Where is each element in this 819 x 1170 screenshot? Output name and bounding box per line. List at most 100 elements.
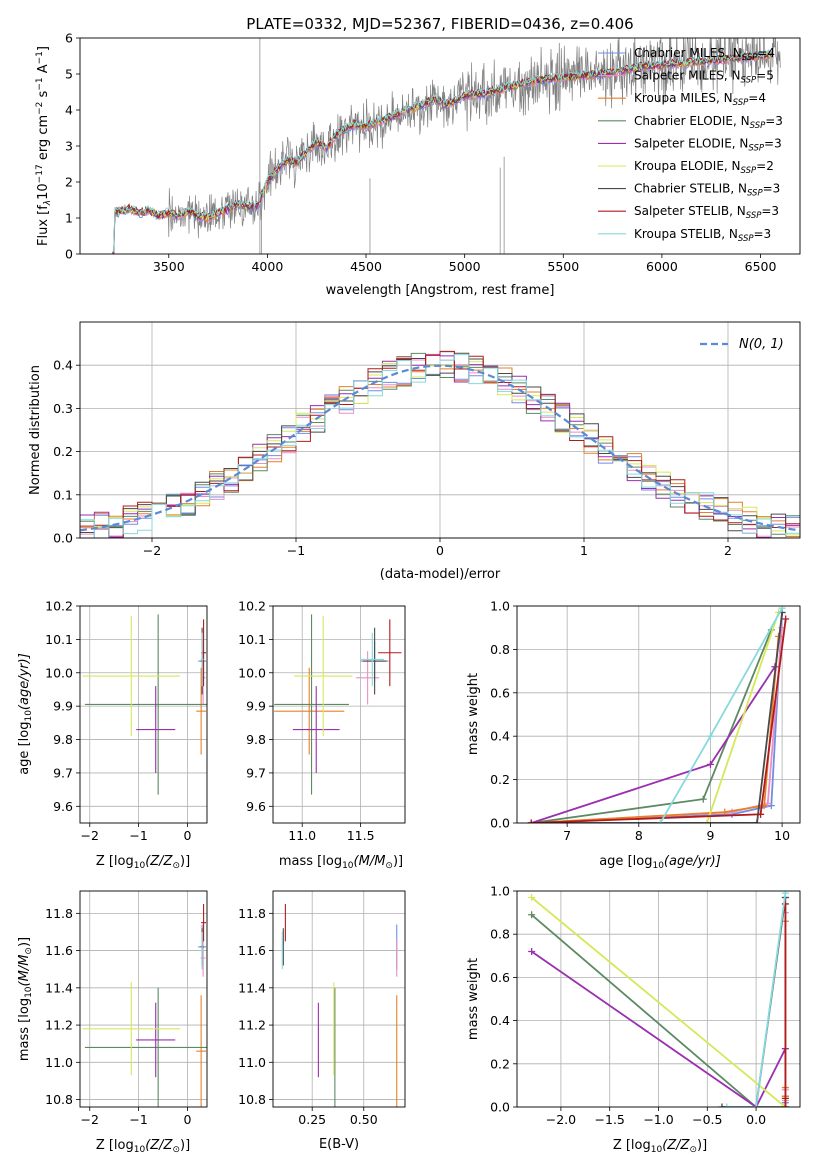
- massweight_vs_age-marker-sstelib-2: [782, 615, 790, 623]
- massweight_vs_age-marker-kelodie-0: [703, 819, 711, 823]
- mass_vs_ebv-ytick-label-0: 10.8: [238, 1092, 266, 1107]
- massweight_vs_age-frame: [516, 605, 801, 824]
- mass_vs_ebv-plot-area: [281, 904, 398, 1107]
- massweight_vs_Z-line-cstelib: [721, 897, 787, 1107]
- massweight_vs_age-ytick-label-5: 1.0: [490, 599, 510, 614]
- residuals-xtick-label-0: −2: [143, 543, 161, 558]
- residuals-hist-sstelib: [80, 350, 800, 538]
- massweight_vs_Z-xtick-label-2: −1.0: [643, 1112, 673, 1127]
- residuals-ytick-label-0: 0.0: [53, 531, 73, 546]
- spectrum-panel: 3500 4000 4500 5000 5500 6000 6500 0 1 2 3 4 5 6 Chabr…: [35, 31, 801, 298]
- figure-title: PLATE=0332, MJD=52367, FIBERID=0436, z=0…: [246, 15, 633, 33]
- massweight_vs_Z-frame: [516, 890, 801, 1108]
- massweight_vs_Z-line-celodie: [531, 914, 786, 1107]
- massweight_vs_Z-ytick-label-1: 0.2: [490, 1056, 510, 1071]
- massweight_vs_Z-marker-cstelib-0: [718, 1103, 726, 1107]
- spectrum-ytick-label-0: 0: [65, 247, 73, 262]
- mass_vs_ebv-ytick-label-5: 11.8: [238, 906, 266, 921]
- residuals-xlabel: (data-model)/error: [380, 567, 501, 582]
- massweight_vs_Z-ylabel: mass weight: [466, 958, 481, 1040]
- age_vs_Z-xtick-label-0: −2: [81, 828, 99, 843]
- massweight_vs_age-marker-kstelib-2: [778, 606, 786, 612]
- mass_vs_ebv-xlabel: E(B-V): [319, 1137, 359, 1152]
- massweight_vs_age-line-selodie: [531, 666, 776, 823]
- mass_vs_Z-ytick-label-0: 10.8: [45, 1092, 73, 1107]
- massweight_vs_Z-marker-selodie-0: [528, 947, 536, 955]
- age_vs_Z-ylabel: age [log10(age/yr)]: [17, 653, 34, 775]
- massweight_vs_Z-marker-kelodie-0: [528, 893, 536, 901]
- mass_vs_ebv-ytick-label-2: 11.2: [238, 1018, 266, 1033]
- mass_vs_Z-plot-area: [82, 904, 207, 1107]
- residuals-panel: −2 −1 0 1 2 0.0 0.1 0.2 0.3 0.4 N(0, 1) (data-model…: [28, 321, 801, 582]
- spectrum-legend-label-0: Chabrier MILES, NSSP=4: [634, 46, 775, 63]
- residuals-xtick-label-3: 1: [580, 543, 588, 558]
- residuals-xtick-label-1: −1: [287, 543, 305, 558]
- spectrum-ylabel: Flux [fλ10−17 erg cm−2 s−1 A−1]: [35, 46, 53, 246]
- massweight_vs_Z-plot-area: [528, 891, 789, 1107]
- spectrum-legend-label-1: Salpeter MILES, NSSP=5: [634, 69, 774, 86]
- mass_vs_ebv-frame: [272, 890, 406, 1108]
- mass_vs_Z-xtick-label-2: 0: [183, 1112, 191, 1127]
- plot-layer: 3500 4000 4500 5000 5500 6000 6500 0 1 2 3 4 5 6 Chabr…: [17, 31, 801, 1155]
- age_vs_Z-xtick-label-1: −1: [129, 828, 147, 843]
- massweight_vs_Z-marker-sstelib-0: [781, 1103, 789, 1107]
- massweight_vs_age-line-cmiles: [531, 612, 783, 823]
- spectrum-legend-label-3: Chabrier ELODIE, NSSP=3: [634, 114, 783, 131]
- massweight_vs_age-marker-sstelib-0: [527, 819, 535, 823]
- age_vs_mass-ytick-label-5: 10.1: [238, 632, 266, 647]
- spectrum-xlabel: wavelength [Angstrom, rest frame]: [326, 283, 555, 298]
- massweight_vs_age-line-cstelib: [531, 612, 783, 823]
- spectrum-xtick-label-4: 5500: [547, 259, 579, 274]
- massweight_vs_Z-xlabel: Z [log10(Z/Z⊙)]: [613, 1138, 707, 1155]
- mass_vs_Z-ytick-label-4: 11.6: [45, 943, 73, 958]
- age_vs_Z-panel: −2 −1 0 9.6 9.7 9.8 9.9 10.0 10.1 10.2 Z [log10(Z/…: [17, 599, 208, 871]
- massweight_vs_age-line-kelodie: [706, 612, 780, 823]
- spectrum-ytick-label-1: 1: [65, 211, 73, 226]
- residuals-ytick-label-2: 0.2: [53, 444, 73, 459]
- spectrum-xtick-label-2: 4500: [350, 259, 382, 274]
- massweight_vs_Z-xtick-label-3: −0.5: [692, 1112, 722, 1127]
- residuals-plot-area: [80, 350, 800, 538]
- residuals-hist-kstelib: [80, 354, 800, 538]
- massweight_vs_Z-xtick-label-4: 0.0: [746, 1112, 766, 1127]
- spectrum-xtick-label-0: 3500: [153, 259, 185, 274]
- age_vs_Z-ytick-label-2: 9.8: [53, 732, 73, 747]
- age_vs_Z-ytick-label-5: 10.1: [45, 632, 73, 647]
- spectrum-ytick-label-3: 3: [65, 139, 73, 154]
- massweight_vs_Z-ytick-label-0: 0.0: [490, 1100, 510, 1115]
- spectrum-legend-label-6: Chabrier STELIB, NSSP=3: [634, 182, 780, 199]
- massweight_vs_age-ytick-label-3: 0.6: [490, 685, 510, 700]
- massweight_vs_Z-ytick-label-2: 0.4: [490, 1013, 510, 1028]
- mass_vs_ebv-ytick-label-3: 11.4: [238, 980, 266, 995]
- mass_vs_Z-panel: −2 −1 0 10.8 11.0 11.2 11.4 11.6 11.8 Z [log10(Z/…: [17, 890, 208, 1155]
- age_vs_mass-panel: 11.0 11.5 9.6 9.7 9.8 9.9 10.0 10.1 10.2 mass [lo…: [238, 599, 406, 871]
- age_vs_Z-ytick-label-4: 10.0: [45, 665, 73, 680]
- massweight_vs_age-marker-sstelib-1: [757, 810, 765, 818]
- massweight_vs_Z-marker-kstelib-2: [781, 891, 789, 897]
- massweight_vs_age-ytick-label-2: 0.4: [490, 729, 510, 744]
- massweight_vs_Z-marker-celodie-0: [528, 911, 536, 919]
- massweight_vs_age-marker-kstelib-1: [706, 732, 714, 740]
- age_vs_mass-xtick-label-0: 11.0: [288, 828, 316, 843]
- massweight_vs_age-ytick-label-1: 0.2: [490, 772, 510, 787]
- mass_vs_Z-ytick-label-3: 11.4: [45, 980, 73, 995]
- massweight_vs_Z-marker-sstelib-1: [781, 1094, 789, 1102]
- age_vs_Z-ytick-label-3: 9.9: [53, 699, 73, 714]
- spectrum-xtick-label-3: 5000: [449, 259, 481, 274]
- mass_vs_ebv-ytick-label-4: 11.6: [238, 943, 266, 958]
- residuals-xtick-label-4: 2: [724, 543, 732, 558]
- spectrum-ytick-label-6: 6: [65, 31, 73, 46]
- age_vs_mass-plot-area: [274, 614, 402, 795]
- spectrum-plot-area: [112, 38, 781, 254]
- massweight_vs_Z-panel: −2.0 −1.5 −1.0 −0.5 0.0 0.0 0.2 0.4 0.6 0.8 1.0 Z […: [466, 884, 801, 1155]
- spectrum-legend-label-8: Kroupa STELIB, NSSP=3: [634, 227, 771, 244]
- massweight_vs_age-xtick-label-3: 10: [774, 828, 790, 843]
- mass_vs_Z-frame: [79, 890, 208, 1108]
- age_vs_Z-frame: [79, 605, 208, 824]
- massweight_vs_age-marker-celodie-1: [699, 795, 707, 803]
- massweight_vs_age-xtick-label-2: 9: [706, 828, 714, 843]
- age_vs_mass-xtick-label-1: 11.5: [347, 828, 375, 843]
- age_vs_Z-plot-area: [82, 614, 207, 795]
- spectrum-legend-label-4: Salpeter ELODIE, NSSP=3: [634, 136, 782, 153]
